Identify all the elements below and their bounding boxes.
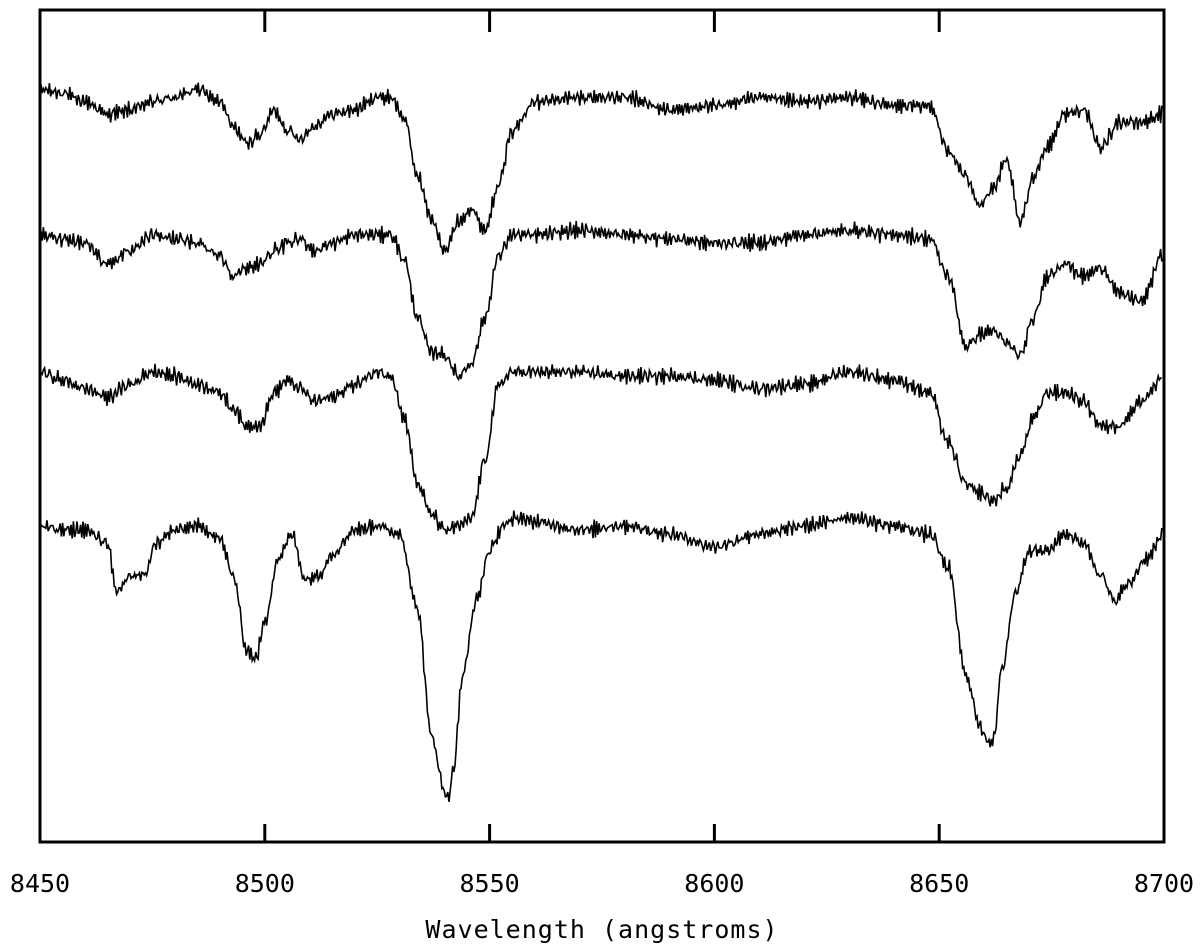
spectra-group: [40, 82, 1163, 802]
spectrum-line-1: [40, 82, 1163, 255]
x-tick-label: 8550: [459, 869, 519, 898]
spectrum-line-3: [40, 363, 1162, 535]
x-tick-label: 8650: [909, 869, 969, 898]
x-axis-ticks: [263, 10, 941, 842]
x-axis-tick-labels: 8450 8500 8550 8600 8650 8700: [10, 869, 1194, 898]
x-axis-label: Wavelength (angstroms): [425, 915, 778, 944]
x-tick-label: 8600: [684, 869, 744, 898]
x-tick-label: 8500: [235, 869, 295, 898]
spectrum-line-2: [40, 220, 1163, 382]
plot-frame: [38, 8, 1166, 844]
x-tick-label: 8700: [1134, 869, 1194, 898]
x-tick-label: 8450: [10, 869, 70, 898]
spectrum-line-4: [40, 510, 1163, 802]
